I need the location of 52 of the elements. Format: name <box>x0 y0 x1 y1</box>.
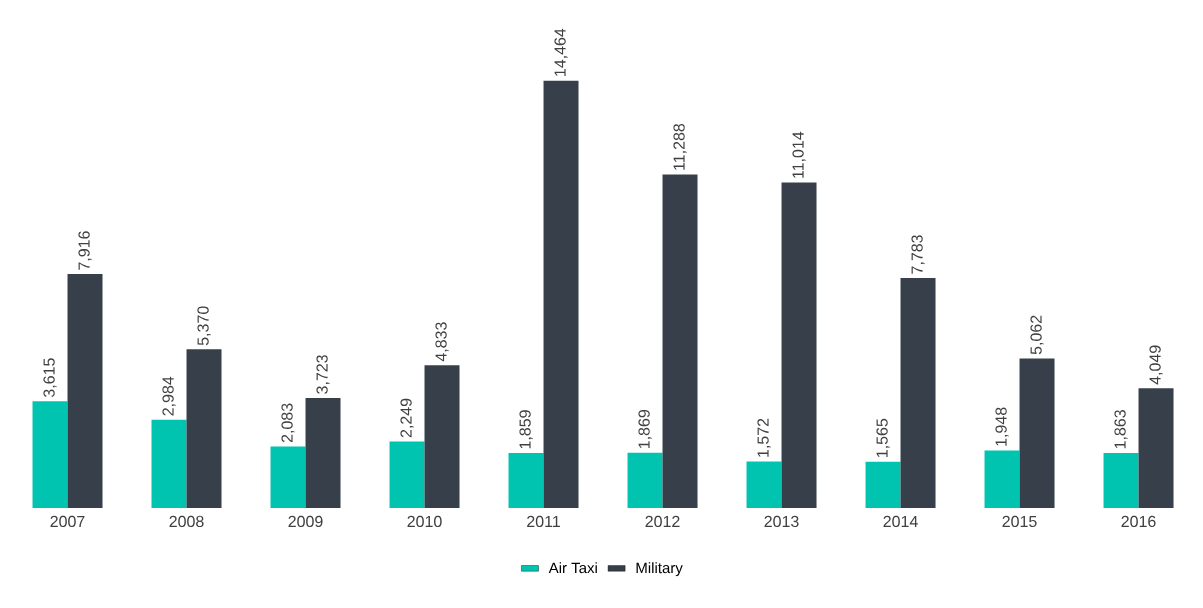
x-tick-label: 2009 <box>288 515 323 528</box>
data-label: 11,014 <box>792 131 806 178</box>
bar <box>543 80 579 508</box>
data-label: 4,049 <box>1149 345 1163 385</box>
data-label: 7,916 <box>78 231 92 270</box>
x-tick-label: 2011 <box>527 515 560 528</box>
data-label: 1,565 <box>876 418 890 457</box>
bar <box>627 452 663 508</box>
data-label: 11,288 <box>673 123 687 170</box>
data-label: 1,572 <box>757 418 771 457</box>
x-tick-label: 2014 <box>883 515 918 528</box>
legend-label: Air Taxi <box>548 562 597 574</box>
data-label: 5,370 <box>197 306 211 346</box>
bar <box>508 453 544 508</box>
data-label: 14,464 <box>554 28 568 76</box>
data-label: 1,948 <box>995 407 1009 446</box>
data-label: 2,083 <box>281 403 295 443</box>
bar <box>67 274 103 508</box>
bar <box>305 397 341 508</box>
data-label: 2,984 <box>162 376 176 416</box>
bar <box>1019 358 1055 508</box>
bar <box>984 450 1020 508</box>
data-label: 4,833 <box>435 322 449 362</box>
x-tick-label: 2012 <box>645 515 680 528</box>
bar <box>900 278 936 508</box>
x-tick-label: 2010 <box>407 515 442 528</box>
data-label: 1,869 <box>638 409 652 449</box>
x-tick-label: 2008 <box>169 515 204 528</box>
bar <box>270 446 306 508</box>
x-tick-label: 2007 <box>50 515 85 528</box>
bar <box>1138 388 1174 508</box>
bar <box>32 401 68 508</box>
data-label: 1,863 <box>1114 410 1128 449</box>
data-label: 7,783 <box>911 235 925 274</box>
data-label: 5,062 <box>1030 315 1044 355</box>
x-tick-label: 2013 <box>764 515 799 528</box>
bar <box>865 461 901 508</box>
data-label: 1,859 <box>519 410 533 449</box>
bar <box>781 182 817 508</box>
bar <box>1103 452 1139 508</box>
bar <box>186 349 222 508</box>
data-label: 3,615 <box>43 358 57 398</box>
data-label: 3,723 <box>316 355 330 394</box>
bar <box>151 419 187 508</box>
bar <box>424 365 460 508</box>
data-label: 2,249 <box>400 398 414 438</box>
x-tick-label: 2015 <box>1002 515 1037 528</box>
legend-label: Military <box>636 562 683 577</box>
x-tick-label: 2016 <box>1121 515 1156 528</box>
bar <box>389 441 425 508</box>
bar <box>746 461 782 508</box>
bar <box>662 174 698 508</box>
